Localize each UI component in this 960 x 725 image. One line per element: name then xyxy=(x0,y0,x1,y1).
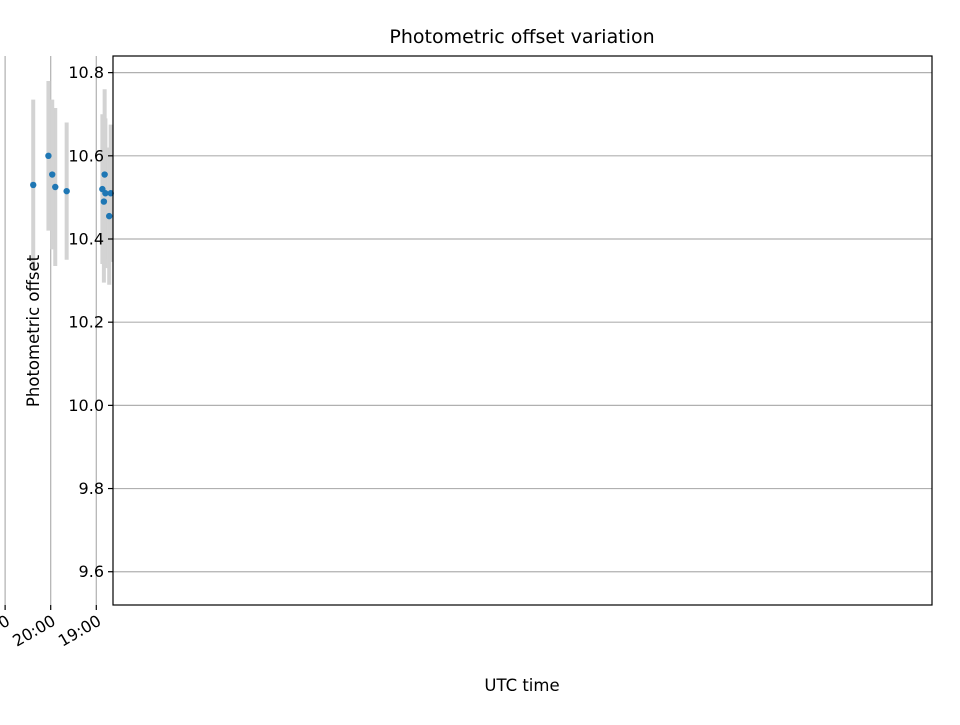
data-point xyxy=(45,152,52,160)
y-tick-label: 9.6 xyxy=(79,562,104,581)
data-point xyxy=(107,190,114,197)
y-tick-label: 10.8 xyxy=(68,63,104,82)
y-tick-label: 10.2 xyxy=(68,313,104,332)
data-point xyxy=(63,187,70,195)
data-point xyxy=(52,183,59,191)
data-point xyxy=(99,185,106,193)
data-points xyxy=(30,152,114,220)
x-axis-label: UTC time xyxy=(484,676,559,695)
data-point xyxy=(49,171,56,178)
data-point xyxy=(30,181,37,189)
y-tick-label: 10.0 xyxy=(68,396,104,415)
plot-frame xyxy=(112,55,933,606)
data-point xyxy=(100,198,108,205)
chart-title: Photometric offset variation xyxy=(389,26,654,48)
y-tick-label: 9.8 xyxy=(79,479,104,498)
data-point xyxy=(106,212,113,220)
data-point xyxy=(101,171,108,178)
y-tick-label: 10.6 xyxy=(68,146,104,165)
y-tick-label: 10.4 xyxy=(68,230,104,249)
y-axis-label: Photometric offset xyxy=(24,254,43,407)
